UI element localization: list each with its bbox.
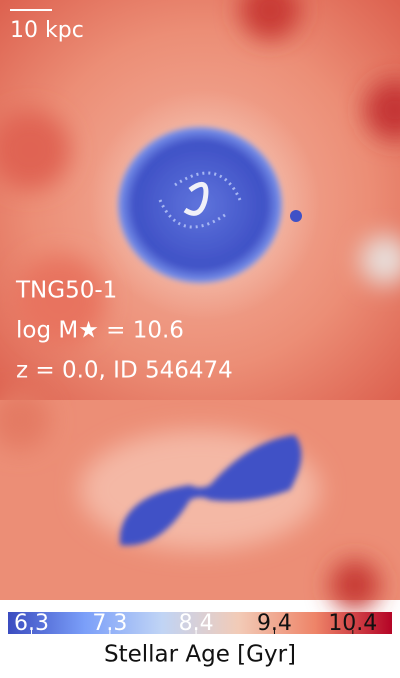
edge-on-panel [0,390,400,610]
colorbar-ramp [8,612,392,634]
scale-label: 10 kpc [10,18,84,43]
info-line: z = 0.0, ID 546474 [16,358,233,384]
face-on-panel: 10 kpc TNG50-1 log M★ = 10.6 z = 0.0, ID… [0,0,400,400]
colorbar-tick-label: 9.4 [257,611,292,636]
colorbar: Stellar Age [Gyr] 6.3 7.3 8.4 9.4 10.4 [8,611,392,668]
info-line: TNG50-1 [15,278,117,304]
colorbar-tick-label: 8.4 [179,611,214,636]
colorbar-tick-label: 7.3 [92,611,127,636]
colorbar-tick-label: 6.3 [14,611,49,636]
info-line: log M★ = 10.6 [16,318,184,344]
colorbar-tick-label: 10.4 [328,611,377,636]
colorbar-label: Stellar Age [Gyr] [104,642,296,668]
